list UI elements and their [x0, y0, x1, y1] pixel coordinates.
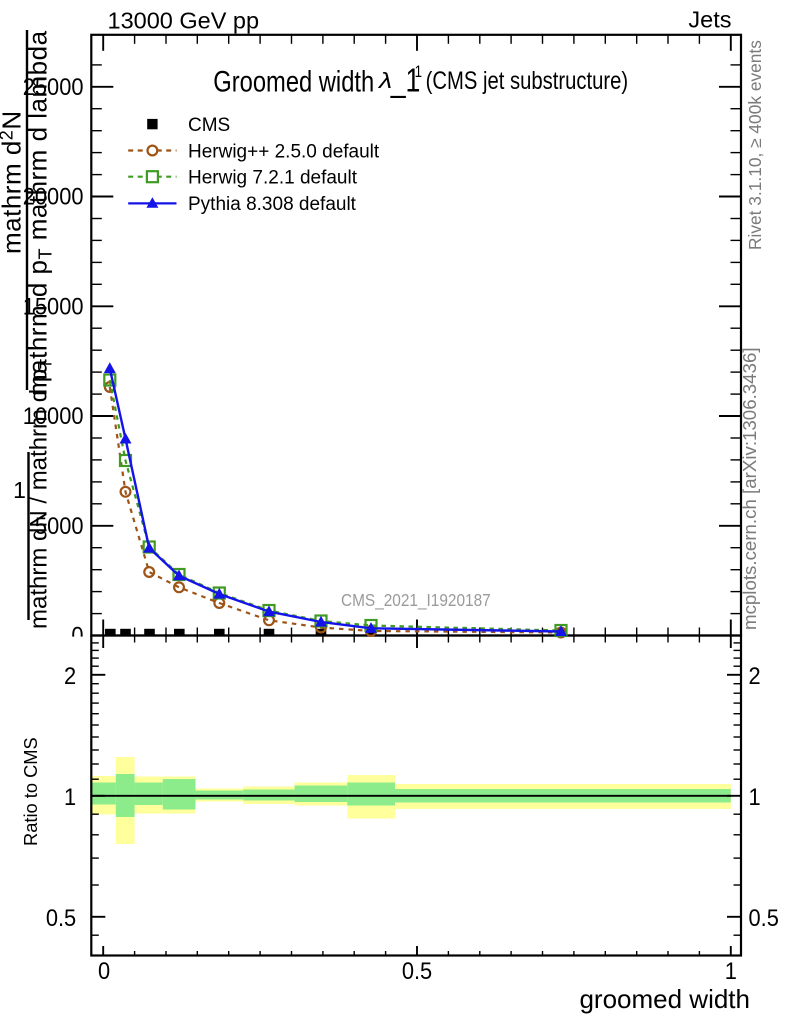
svg-text:(CMS jet substructure): (CMS jet substructure)	[426, 66, 628, 95]
svg-text:1: 1	[13, 477, 26, 503]
svg-text:10000: 10000	[23, 402, 84, 429]
svg-text:1: 1	[415, 63, 422, 82]
svg-text:Herwig++ 2.5.0 default: Herwig++ 2.5.0 default	[188, 141, 380, 162]
svg-text:CMS: CMS	[188, 115, 230, 136]
svg-text:Groomed width: Groomed width	[213, 65, 374, 98]
svg-text:0: 0	[98, 957, 110, 984]
svg-text:CMS_2021_I1920187: CMS_2021_I1920187	[341, 591, 491, 610]
svg-text:0: 0	[71, 622, 83, 649]
svg-text:Jets: Jets	[688, 7, 731, 33]
svg-text:20000: 20000	[23, 183, 84, 210]
svg-text:Pythia 8.308 default: Pythia 8.308 default	[188, 194, 357, 215]
svg-text:Ratio to CMS: Ratio to CMS	[20, 737, 41, 846]
svg-text:5000: 5000	[35, 512, 84, 539]
svg-text:15000: 15000	[23, 292, 84, 319]
svg-text:1: 1	[725, 957, 737, 984]
svg-text:13000 GeV pp: 13000 GeV pp	[108, 8, 260, 34]
svg-text:1: 1	[749, 783, 761, 810]
svg-text:1: 1	[64, 783, 76, 810]
svg-text:25000: 25000	[23, 73, 84, 100]
svg-text:0.5: 0.5	[749, 904, 779, 931]
svg-text:2: 2	[749, 662, 761, 689]
svg-text:groomed width: groomed width	[579, 984, 750, 1014]
svg-text:Rivet 3.1.10, ≥ 400k events: Rivet 3.1.10, ≥ 400k events	[745, 40, 765, 250]
svg-text:2: 2	[64, 662, 76, 689]
svg-text:λ: λ	[377, 69, 392, 93]
svg-text:0.5: 0.5	[402, 957, 432, 984]
svg-text:mathrm d pT mathrm d lambda: mathrm d pT mathrm d lambda	[23, 30, 56, 396]
svg-text:Herwig 7.2.1 default: Herwig 7.2.1 default	[188, 168, 358, 189]
svg-text:mcplots.cern.ch [arXiv:1306.34: mcplots.cern.ch [arXiv:1306.3436]	[739, 347, 760, 630]
svg-text:mathrm dN / mathrm d pT: mathrm dN / mathrm d pT	[26, 359, 56, 629]
svg-text:0.5: 0.5	[46, 904, 76, 931]
svg-text:_1: _1	[390, 63, 421, 99]
